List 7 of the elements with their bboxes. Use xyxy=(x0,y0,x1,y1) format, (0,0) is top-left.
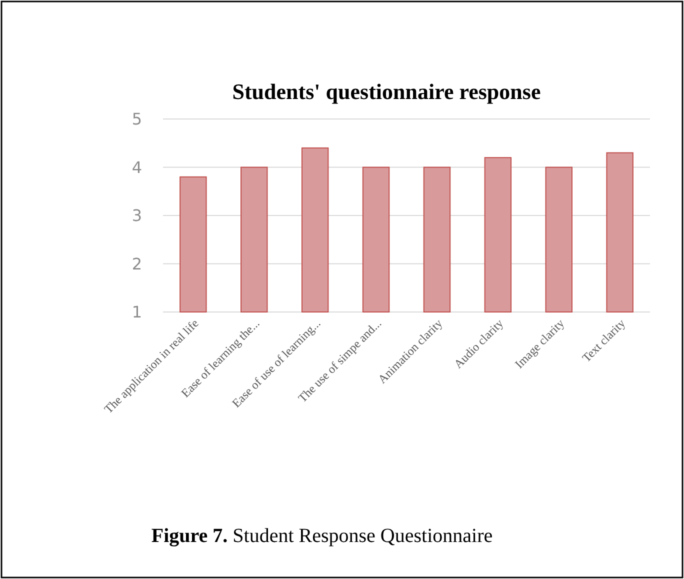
y-tick-label: 1 xyxy=(132,302,142,322)
chart-title: Students' questionnaire response xyxy=(232,79,541,104)
y-tick-label: 3 xyxy=(132,206,142,226)
y-tick-label: 5 xyxy=(132,110,142,129)
y-tick-label: 2 xyxy=(132,254,142,274)
y-tick-label: 4 xyxy=(132,158,142,177)
caption: Figure 7. Student Response Questionnaire xyxy=(151,525,493,547)
